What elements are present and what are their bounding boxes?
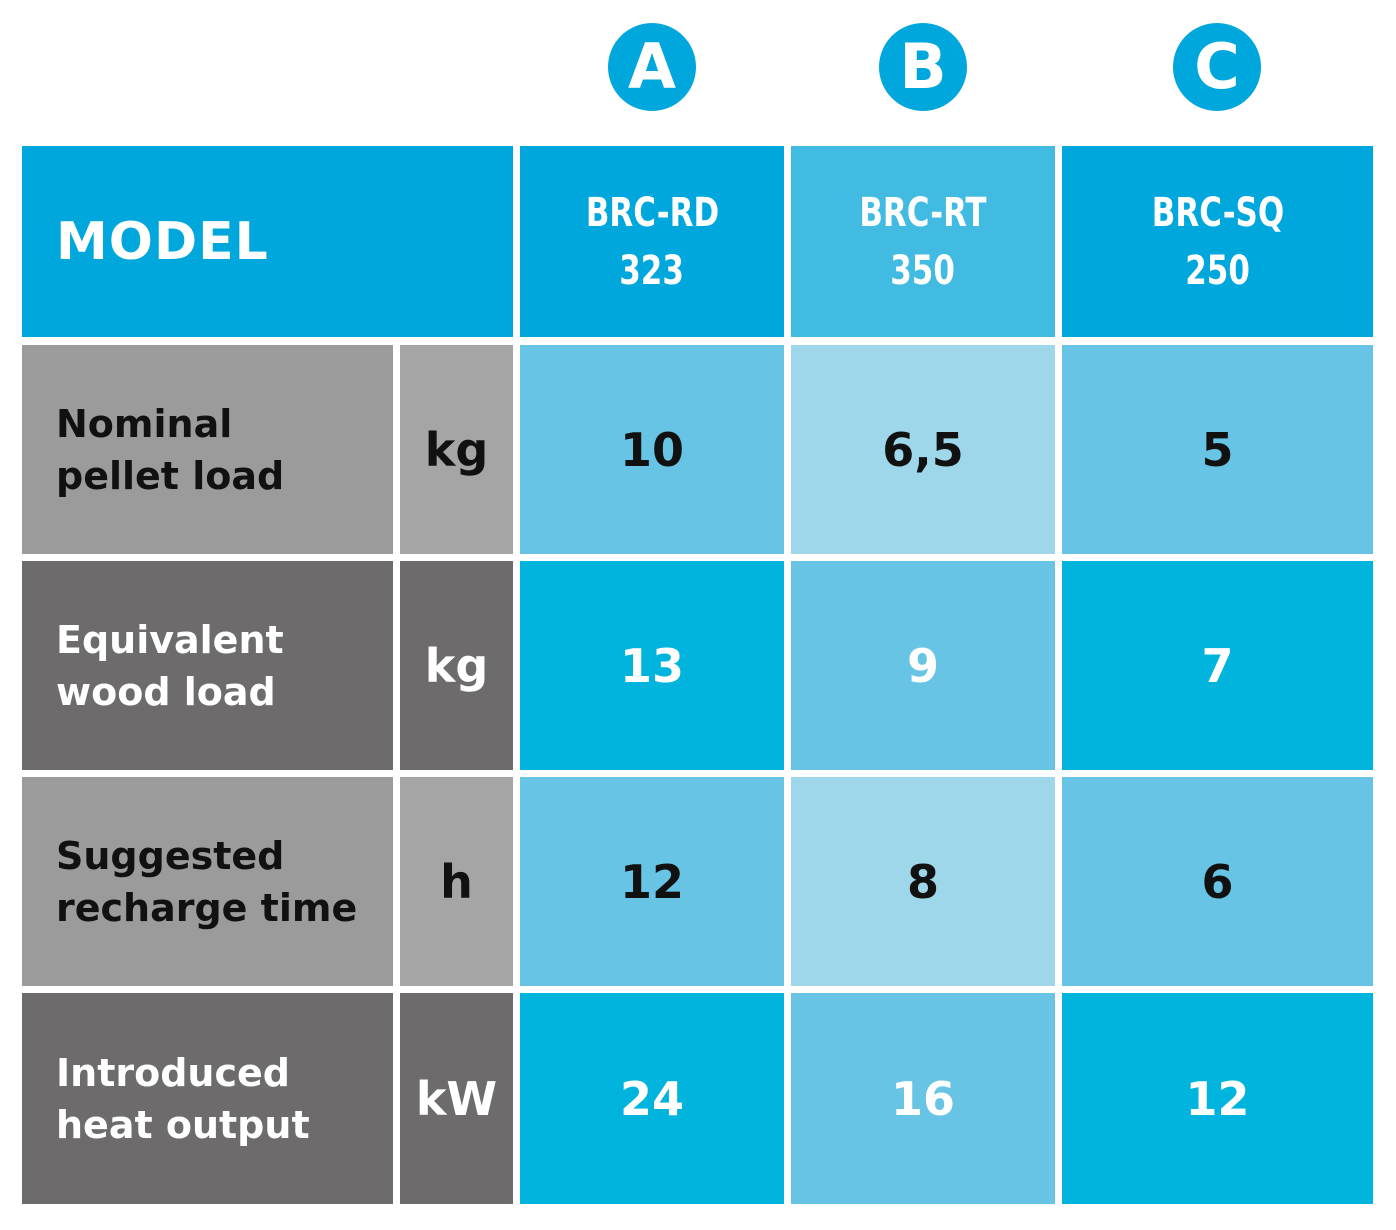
value-cell: 5 <box>1062 345 1373 554</box>
value-cell: 12 <box>1062 993 1373 1204</box>
value-cell: 12 <box>520 777 784 986</box>
column-header-line2: 323 <box>619 247 685 294</box>
column-header-brc-rt: BRC-RT 350 <box>791 146 1055 337</box>
row-label-introduced-heat-output: Introduced heat output <box>22 993 393 1204</box>
column-header-line2: 250 <box>1185 247 1250 294</box>
row-label-line1: Nominal <box>56 401 233 446</box>
row-label-line1: Equivalent <box>56 617 284 662</box>
row-unit: kg <box>400 345 513 554</box>
column-header-line1: BRC-SQ <box>1151 189 1284 236</box>
value-cell: 13 <box>520 561 784 770</box>
row-unit: h <box>400 777 513 986</box>
value-cell: 6 <box>1062 777 1373 986</box>
badge-b-letter: B <box>883 27 963 107</box>
column-header-line1: BRC-RT <box>859 189 987 236</box>
badge-a-letter: A <box>612 27 692 107</box>
row-label-line2: wood load <box>56 669 276 714</box>
row-label-equivalent-wood-load: Equivalent wood load <box>22 561 393 770</box>
row-label-line1: Introduced <box>56 1050 290 1095</box>
value-cell: 8 <box>791 777 1055 986</box>
row-label-line2: recharge time <box>56 885 358 930</box>
badge-c: C <box>1173 23 1261 111</box>
column-header-line2: 350 <box>890 247 956 294</box>
row-label-suggested-recharge-time: Suggested recharge time <box>22 777 393 986</box>
value-cell: 16 <box>791 993 1055 1204</box>
value-cell: 10 <box>520 345 784 554</box>
column-header-brc-rd: BRC-RD 323 <box>520 146 784 337</box>
value-cell: 24 <box>520 993 784 1204</box>
column-header-brc-sq: BRC-SQ 250 <box>1062 146 1373 337</box>
value-cell: 7 <box>1062 561 1373 770</box>
row-label-line2: pellet load <box>56 453 285 498</box>
row-label-nominal-pellet-load: Nominal pellet load <box>22 345 393 554</box>
row-label-line2: heat output <box>56 1102 310 1147</box>
row-unit: kg <box>400 561 513 770</box>
row-unit: kW <box>400 993 513 1204</box>
model-header-label: MODEL <box>56 211 269 272</box>
badge-c-letter: C <box>1177 27 1257 107</box>
row-label-line1: Suggested <box>56 833 285 878</box>
value-cell: 6,5 <box>791 345 1055 554</box>
badge-b: B <box>879 23 967 111</box>
column-header-line1: BRC-RD <box>585 189 719 236</box>
badge-a: A <box>608 23 696 111</box>
model-header: MODEL <box>22 146 513 337</box>
value-cell: 9 <box>791 561 1055 770</box>
